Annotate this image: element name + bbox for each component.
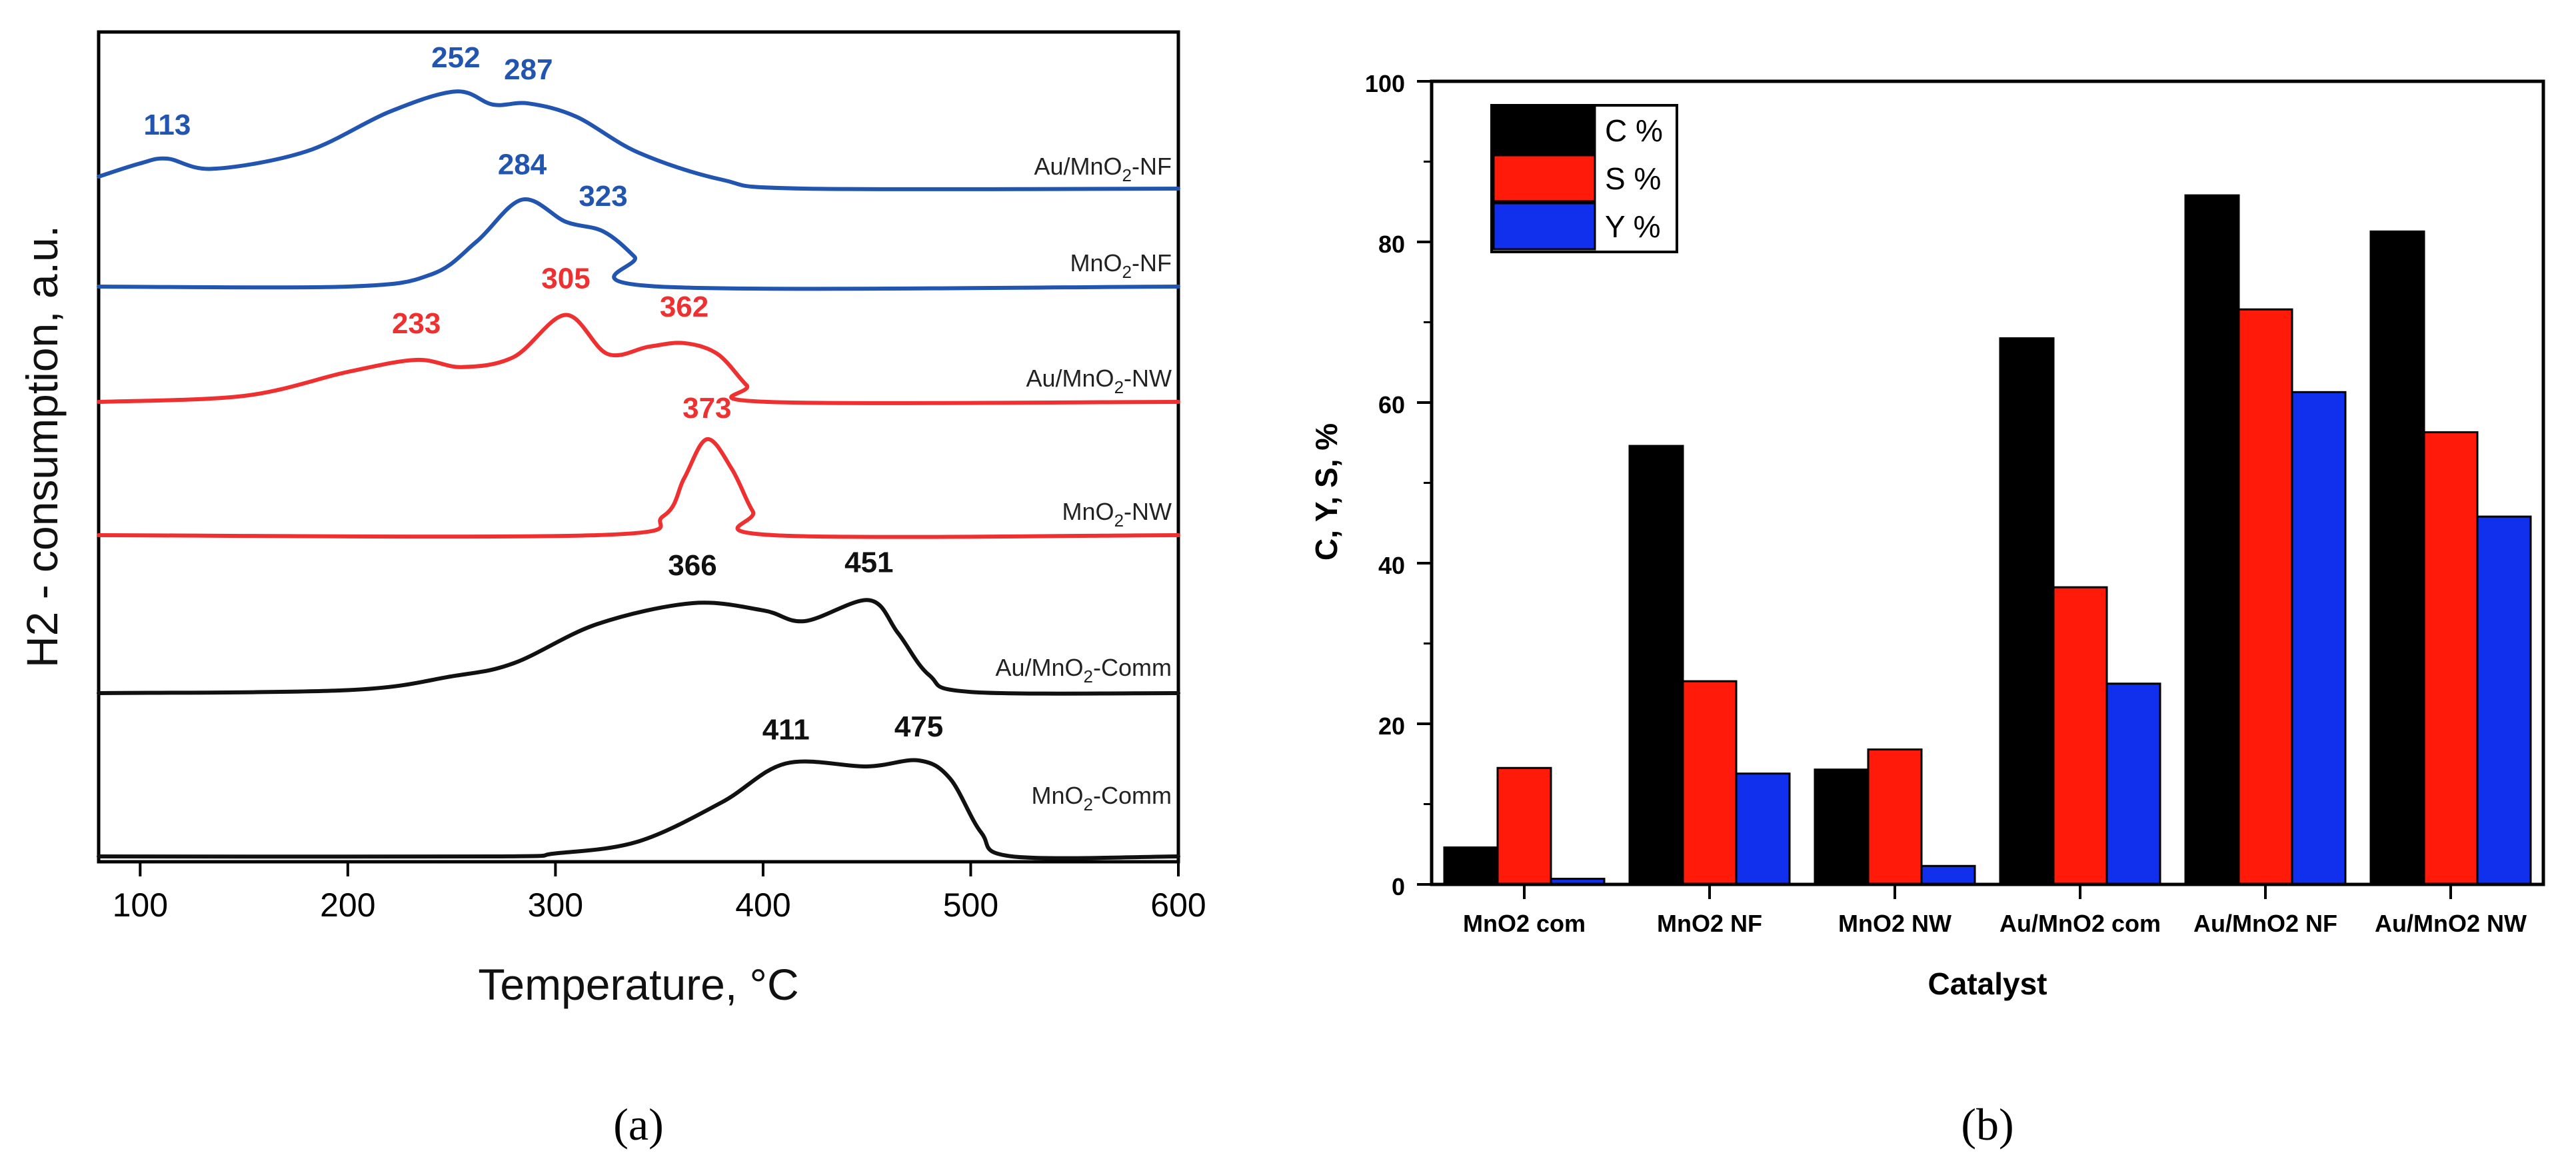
bar-x-axis-ticks: MnO2 com MnO2 NF MnO2 NW Au/MnO2 com Au/MnO2… [1463, 884, 2527, 937]
bar-y-mno2-nf [1735, 772, 1791, 886]
tpr-trace-au-mno2-comm [97, 598, 1180, 696]
bar-y-tick-label: 80 [1378, 231, 1405, 258]
tpr-trace-au-mno2-nf [97, 89, 1180, 191]
tpr-peak-label: 373 [682, 392, 731, 425]
tpr-peak-label: 287 [504, 53, 553, 86]
bar-c-mno2-nf [1628, 445, 1684, 886]
bar-y-mno2-nw [1920, 864, 1976, 886]
bar-y-axis-title: C, Y, S, % [1309, 423, 1344, 561]
bar-x-axis-title: Catalyst [1928, 966, 2047, 1001]
tpr-panel: 113 252 287 Au/MnO2-NF 284 323 MnO2-NF 233 305 36… [17, 30, 1206, 1009]
tpr-x-tick-label: 600 [1150, 886, 1206, 924]
tpr-peak-label: 475 [894, 710, 943, 743]
tpr-peak-label: 305 [541, 263, 590, 295]
legend-swatch-c [1492, 106, 1596, 155]
bar-s-mno2-nf [1682, 680, 1738, 886]
tpr-x-tick-label: 400 [735, 886, 790, 924]
bar-x-tick-label: Au/MnO2 NF [2193, 910, 2337, 937]
bar-y-tick-label: 40 [1378, 552, 1405, 579]
tpr-x-axis-title: Temperature, °C [478, 960, 798, 1009]
bar-y-au-mno2-nw [2476, 515, 2532, 886]
tpr-trace-label: MnO2-NW [1062, 498, 1172, 531]
tpr-y-axis-title: H2 - consumption, a.u. [17, 225, 67, 668]
tpr-trace-mno2-comm [97, 758, 1180, 860]
bar-y-au-mno2-com [2105, 682, 2161, 886]
bar-x-tick-label: MnO2 NW [1838, 910, 1951, 937]
tpr-trace-mno2-nw [97, 437, 1180, 539]
tpr-x-tick-label: 100 [113, 886, 168, 924]
bar-y-tick-label: 20 [1378, 712, 1405, 740]
bar-series [1443, 194, 2532, 886]
tpr-plot-frame [97, 30, 1180, 864]
tpr-peak-label: 323 [579, 180, 627, 213]
tpr-peak-label: 252 [431, 41, 480, 74]
tpr-peak-label: 362 [660, 291, 708, 323]
bar-x-tick-label: Au/MnO2 com [1999, 910, 2161, 937]
bar-y-axis-ticks: 0 20 40 60 80 100 [1365, 70, 1432, 900]
bar-y-au-mno2-nf [2291, 391, 2347, 886]
legend-label-s: S % [1605, 161, 1661, 196]
legend-swatch-y [1492, 202, 1596, 251]
bar-y-tick-label: 100 [1365, 70, 1405, 97]
bar-s-au-mno2-nf [2237, 308, 2293, 886]
tpr-trace-label: Au/MnO2-NW [1026, 365, 1172, 397]
tpr-trace-label: MnO2-Comm [1032, 782, 1172, 814]
tpr-peak-label: 411 [762, 714, 810, 746]
bar-s-au-mno2-nw [2423, 431, 2479, 886]
tpr-x-tick-label: 500 [943, 886, 998, 924]
bar-s-mno2-nw [1867, 748, 1923, 886]
legend-label-y: Y % [1605, 209, 1661, 244]
bar-x-tick-label: MnO2 NF [1657, 910, 1762, 937]
caption-a: (a) [613, 1099, 663, 1150]
bar-c-au-mno2-com [1999, 337, 2055, 886]
tpr-traces: 113 252 287 Au/MnO2-NF 284 323 MnO2-NF 233 305 36… [97, 41, 1180, 860]
legend-swatch-s [1492, 154, 1596, 203]
tpr-peak-label: 233 [392, 307, 441, 340]
bar-s-mno2-com [1496, 766, 1552, 886]
legend-label-c: C % [1605, 113, 1663, 148]
bar-y-tick-label: 60 [1378, 391, 1405, 419]
tpr-x-tick-label: 200 [320, 886, 375, 924]
tpr-x-axis-ticks: 100 200 300 400 500 600 [113, 862, 1206, 924]
tpr-trace-label: Au/MnO2-NF [1034, 153, 1172, 185]
tpr-peak-label: 284 [498, 149, 547, 181]
caption-b: (b) [1961, 1099, 2013, 1150]
tpr-trace-au-mno2-nw [97, 313, 1180, 405]
bar-c-au-mno2-nf [2184, 194, 2240, 886]
bar-c-mno2-com [1443, 846, 1499, 886]
bar-y-tick-label: 0 [1392, 873, 1405, 900]
bar-panel: 0 20 40 60 80 100 MnO2 com MnO2 NF MnO2 NW Au/Mn… [1309, 70, 2545, 1001]
bar-s-au-mno2-com [2052, 586, 2108, 886]
tpr-x-tick-label: 300 [528, 886, 583, 924]
bar-c-mno2-nw [1814, 768, 1870, 886]
tpr-peak-label: 451 [844, 547, 893, 579]
bar-c-au-mno2-nw [2369, 230, 2425, 886]
bar-legend: C % S % Y % [1490, 104, 1678, 253]
tpr-trace-label: MnO2-NF [1070, 249, 1172, 282]
tpr-peak-label: 113 [143, 109, 191, 141]
tpr-peak-label: 366 [668, 549, 716, 582]
bar-x-tick-label: Au/MnO2 NW [2375, 910, 2527, 937]
tpr-trace-label: Au/MnO2-Comm [996, 654, 1172, 686]
bar-x-tick-label: MnO2 com [1463, 910, 1586, 937]
tpr-trace-mno2-nf [97, 197, 1180, 291]
